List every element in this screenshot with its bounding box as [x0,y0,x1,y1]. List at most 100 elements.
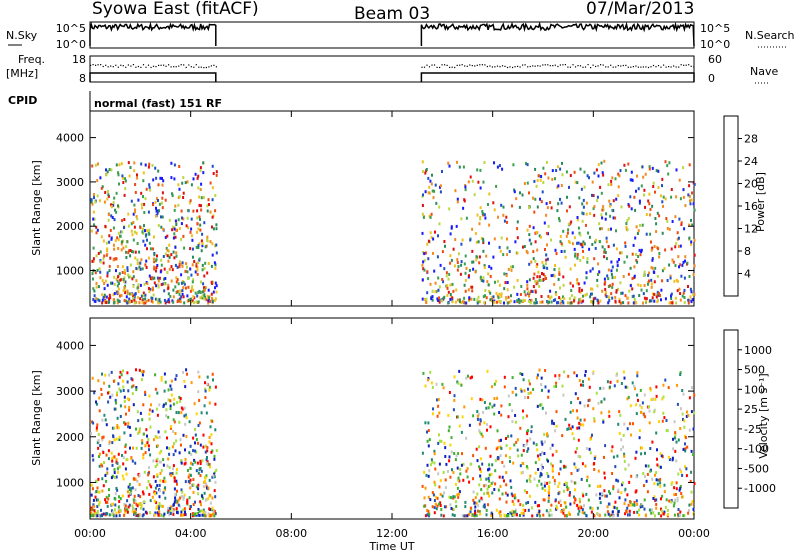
range-cell [456,160,458,164]
range-cell [174,449,177,453]
range-cell [682,260,685,264]
range-cell [551,443,554,447]
range-cell [91,454,94,458]
nave-point [592,64,594,66]
range-cell [155,197,158,201]
range-cell [132,238,135,242]
range-cell [172,295,175,299]
range-cell [501,475,504,479]
range-cell [488,265,491,269]
range-cell [475,514,478,518]
range-cell [182,295,185,299]
nave-point [655,66,657,68]
range-cell [448,455,451,459]
range-cell [569,502,572,506]
range-cell [111,216,114,219]
range-cell [484,216,487,220]
range-cell [427,474,430,478]
nave-point [640,66,642,68]
range-cell [543,481,546,485]
range-cell [421,484,424,488]
range-cell [553,385,556,389]
range-cell [630,170,633,174]
range-cell [459,467,462,471]
nave-point [476,64,478,66]
range-cell [660,298,662,302]
range-cell [483,213,486,217]
range-cell [631,287,634,291]
range-cell [100,393,103,397]
range-cell [178,187,181,191]
range-cell [214,194,217,197]
range-cell [439,190,442,194]
range-cell [149,425,152,429]
range-cell [484,289,487,292]
range-cell [640,452,643,456]
range-cell [606,380,609,384]
range-cell [643,296,646,300]
range-cell [491,463,494,467]
range-cell [450,450,453,454]
range-cell [164,252,167,256]
range-cell [138,430,141,434]
nave-point [112,66,114,68]
range-cell [595,238,598,242]
range-cell [133,513,136,516]
nave-point [688,64,690,66]
range-cell [466,514,469,518]
range-cell [536,376,539,380]
range-cell [138,483,141,487]
range-cell [173,177,176,181]
range-cell [660,454,663,458]
range-cell [575,374,578,378]
nave-point [630,66,632,68]
range-cell [462,462,465,466]
range-cell [210,280,213,284]
range-cell [163,389,166,393]
range-cell [450,225,453,229]
range-cell [614,299,617,303]
range-cell [670,247,673,251]
range-cell [606,510,609,514]
range-cell [479,477,482,481]
range-cell [117,471,119,474]
range-cell [106,512,109,516]
range-cell [579,233,582,237]
range-cell [134,511,137,515]
range-cell [188,201,191,205]
range-cell [115,191,118,195]
range-cell [176,489,178,493]
range-cell [641,165,644,169]
range-cell [679,371,682,375]
range-cell [178,260,181,264]
range-cell [474,505,477,509]
range-cell [558,373,561,377]
range-cell [510,485,513,489]
nave-point [552,65,554,67]
range-cell [148,183,151,187]
range-cell [594,296,597,300]
range-cell [511,390,514,394]
range-cell [440,439,443,443]
range-cell [434,183,437,187]
range-cell [177,218,180,222]
range-cell [611,282,614,286]
range-cell [488,192,491,196]
range-cell [425,300,428,304]
range-cell [551,169,554,173]
range-cell [468,296,471,300]
range-cell [193,301,196,305]
range-cell [510,492,513,496]
range-cell [462,165,465,169]
range-cell [597,273,599,276]
range-cell [511,409,514,413]
range-cell [690,449,693,453]
range-cell [516,438,519,442]
range-cell [159,479,162,483]
range-cell [559,286,561,290]
range-cell [112,293,115,297]
range-cell [616,379,619,383]
range-cell [507,415,510,419]
range-cell [642,301,644,305]
